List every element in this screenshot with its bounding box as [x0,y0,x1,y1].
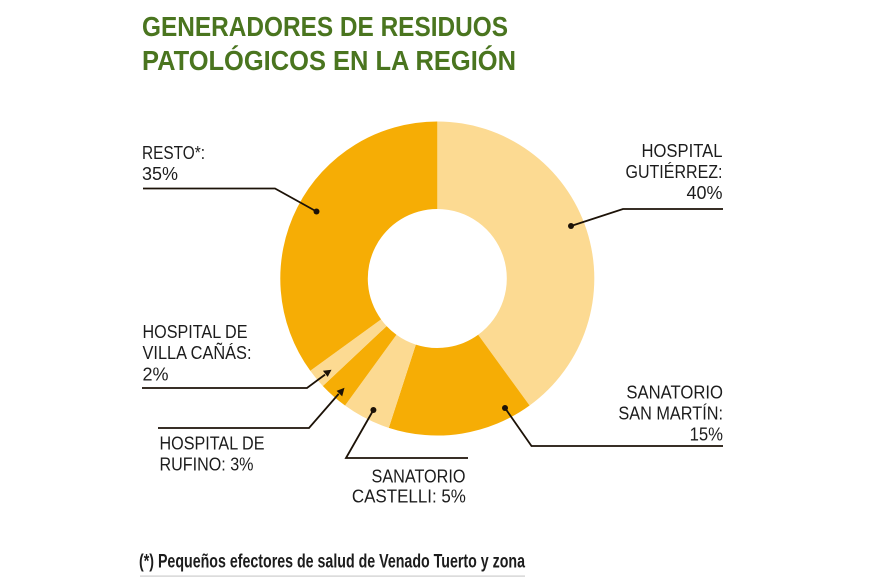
svg-text:PATOLÓGICOS EN LA REGIÓN: PATOLÓGICOS EN LA REGIÓN [142,45,516,76]
svg-text:35%: 35% [142,164,178,184]
svg-text:HOSPITAL DE: HOSPITAL DE [143,322,248,342]
svg-text:HOSPITAL DE: HOSPITAL DE [160,434,265,454]
svg-text:RESTO*:: RESTO*: [142,143,205,163]
svg-text:SANATORIO: SANATORIO [372,467,466,487]
svg-text:15%: 15% [690,425,723,445]
svg-text:GENERADORES DE RESIDUOS: GENERADORES DE RESIDUOS [142,11,508,42]
svg-text:(*) Pequeños efectores de salu: (*) Pequeños efectores de salud de Venad… [139,552,525,573]
svg-text:40%: 40% [687,183,723,203]
svg-text:HOSPITAL: HOSPITAL [642,141,723,161]
svg-text:GUTIÉRREZ:: GUTIÉRREZ: [626,162,723,182]
svg-text:SAN MARTÍN:: SAN MARTÍN: [618,404,723,424]
svg-text:CASTELLI: 5%: CASTELLI: 5% [352,487,466,507]
svg-text:VILLA CAÑÁS:: VILLA CAÑÁS: [143,342,252,363]
svg-text:RUFINO: 3%: RUFINO: 3% [160,455,254,475]
svg-text:2%: 2% [143,365,169,385]
svg-text:SANATORIO: SANATORIO [626,383,723,403]
